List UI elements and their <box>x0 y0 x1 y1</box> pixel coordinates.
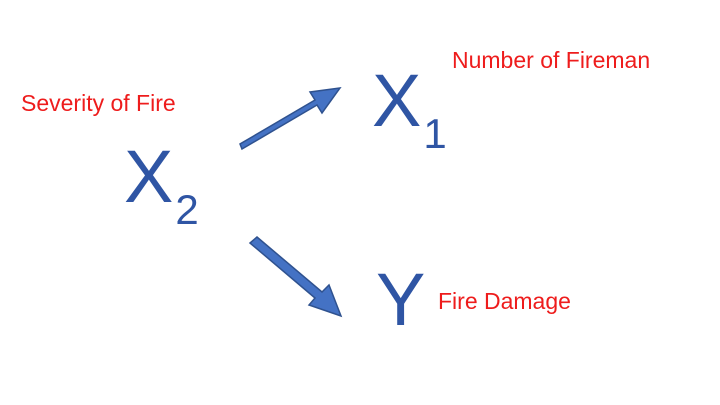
arrow-x2-to-x1 <box>239 87 342 151</box>
node-x2-subscript: 2 <box>175 186 199 233</box>
number-of-fireman-label: Number of Fireman <box>452 47 651 73</box>
node-x1-subscript: 1 <box>423 110 447 157</box>
node-x2-letter: X <box>124 135 174 218</box>
node-x1: X1 <box>372 64 447 155</box>
severity-of-fire-label: Severity of Fire <box>21 90 176 116</box>
node-x2: X2 <box>124 140 199 231</box>
node-y-letter: Y <box>376 258 426 341</box>
arrow-x2-to-y <box>248 236 343 318</box>
node-x1-letter: X <box>372 59 422 142</box>
fire-damage-label: Fire Damage <box>438 288 571 314</box>
node-y: Y <box>376 263 425 337</box>
